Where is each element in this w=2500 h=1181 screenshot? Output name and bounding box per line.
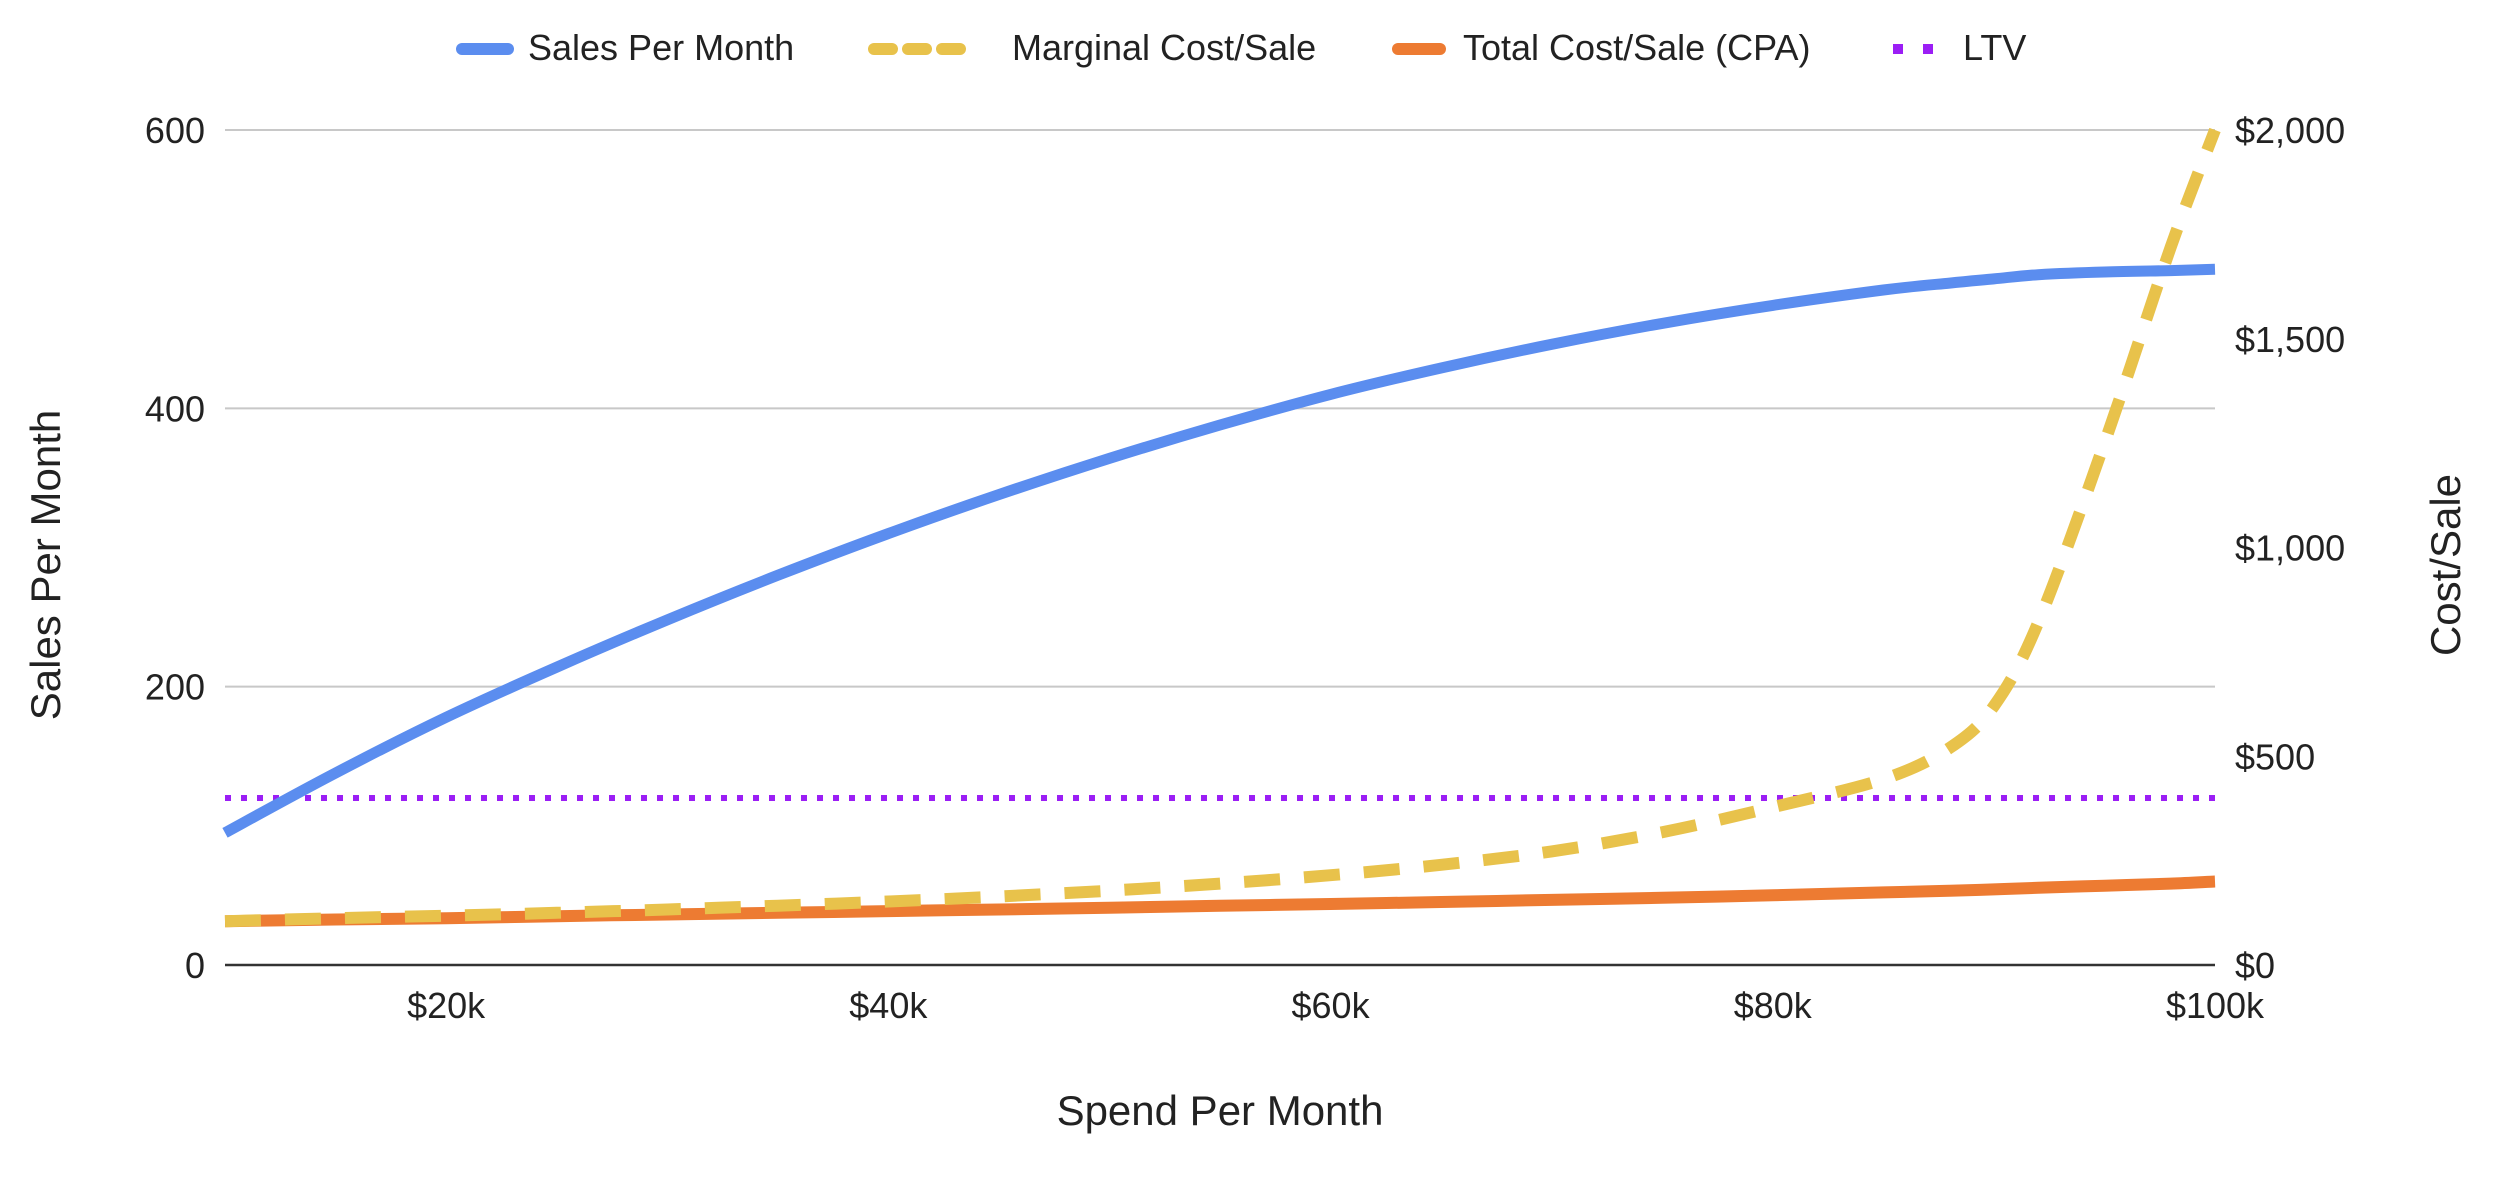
x-tick-label: $20k: [407, 985, 486, 1026]
legend-item-total[interactable]: Total Cost/Sale (CPA): [1392, 27, 1810, 68]
series-layer: [222, 127, 2221, 928]
legend-swatch-ltv-b: [1923, 44, 1933, 54]
y-right-tick-label: $2,000: [2235, 110, 2345, 151]
y-left-tick-label: 200: [145, 667, 205, 708]
legend-item-sales[interactable]: Sales Per Month: [456, 27, 794, 68]
legend-label-total: Total Cost/Sale (CPA): [1463, 27, 1810, 68]
gridlines: [225, 129, 2215, 688]
y-right-tick-label: $500: [2235, 736, 2315, 777]
y-right-tick-label: $1,500: [2235, 319, 2345, 360]
series-line-marginal-cost-sale: [224, 127, 2221, 928]
x-tick-label: $40k: [849, 985, 928, 1026]
y-axis-left-title: Sales Per Month: [22, 410, 69, 721]
legend-swatch-ltv-a: [1893, 44, 1903, 54]
legend: Sales Per Month Marginal Cost/Sale Total…: [456, 27, 2026, 68]
legend-item-marginal[interactable]: Marginal Cost/Sale: [868, 27, 1316, 68]
y-left-tick-label: 0: [185, 945, 205, 986]
y-right-tick-label: $0: [2235, 945, 2275, 986]
legend-label-marginal: Marginal Cost/Sale: [1012, 27, 1316, 68]
series-line-sales-per-month: [222, 263, 2216, 838]
x-tick-label: $100k: [2166, 985, 2265, 1026]
legend-label-sales: Sales Per Month: [528, 27, 794, 68]
x-tick-label: $60k: [1292, 985, 1371, 1026]
x-tick-label: $80k: [1734, 985, 1813, 1026]
y-left-tick-label: 400: [145, 388, 205, 429]
y-axis-right-title: Cost/Sale: [2422, 474, 2469, 656]
legend-item-ltv[interactable]: LTV: [1893, 27, 2026, 68]
x-axis-title: Spend Per Month: [1057, 1087, 1384, 1134]
legend-label-ltv: LTV: [1963, 27, 2026, 68]
y-left-tick-label: 600: [145, 110, 205, 151]
axes-layer: 0 200 400 600 $0 $500 $1,000 $1,500 $2,000 $20k $4…: [145, 110, 2345, 1026]
y-right-tick-label: $1,000: [2235, 528, 2345, 569]
